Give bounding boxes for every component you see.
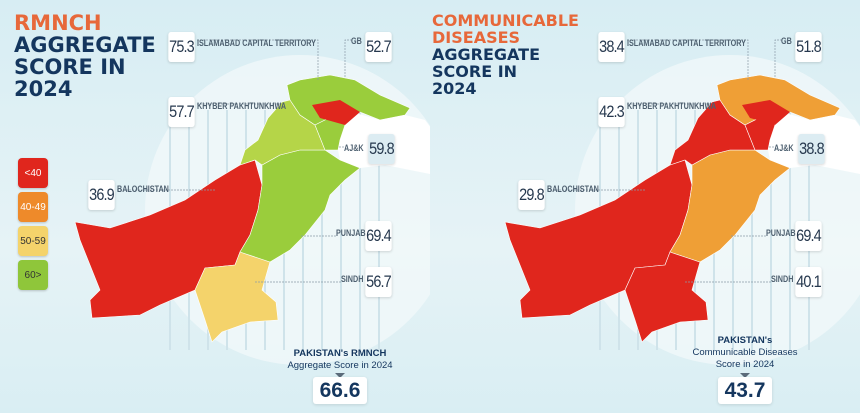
punjab-score: 69.4 bbox=[795, 221, 822, 251]
legend-item: 50-59 bbox=[18, 226, 48, 256]
leader-line bbox=[344, 39, 352, 78]
panel-title: COMMUNICABLE DISEASES AGGREGATE SCORE IN 20… bbox=[432, 11, 579, 98]
kp-score: 57.7 bbox=[168, 97, 195, 127]
legend-item: 40-49 bbox=[18, 192, 48, 222]
balochistan-label: BALOCHISTAN bbox=[117, 184, 169, 194]
title-line: 2024 bbox=[432, 79, 477, 98]
kp-label: KHYBER PAKHTUNKHWA bbox=[627, 101, 717, 111]
ajk-score: 59.8 bbox=[368, 134, 395, 164]
national-score: 66.6 bbox=[313, 377, 367, 404]
title-line: 2024 bbox=[14, 77, 73, 101]
gb-score: 52.7 bbox=[365, 32, 392, 62]
ajk-score: 38.8 bbox=[798, 134, 825, 164]
sindh-label: SINDH bbox=[771, 274, 794, 284]
national-score: 43.7 bbox=[718, 377, 772, 404]
balochistan-label: BALOCHISTAN bbox=[547, 184, 599, 194]
legend-item: 60> bbox=[18, 260, 48, 290]
punjab-score: 69.4 bbox=[365, 221, 392, 251]
region-north-districts bbox=[312, 100, 360, 125]
leader-line bbox=[774, 39, 782, 78]
ajk-label: AJ&K bbox=[774, 143, 794, 153]
islamabad-label: ISLAMABAD CAPITAL TERRITORY bbox=[197, 38, 316, 48]
balochistan-score: 29.8 bbox=[518, 180, 545, 210]
islamabad-label: ISLAMABAD CAPITAL TERRITORY bbox=[627, 38, 746, 48]
balochistan-score: 36.9 bbox=[88, 180, 115, 210]
punjab-label: PUNJAB bbox=[336, 228, 366, 238]
caption-line: Aggregate Score in 2024 bbox=[287, 360, 393, 371]
sindh-score: 56.7 bbox=[365, 267, 392, 297]
region-north-districts bbox=[742, 100, 790, 125]
title-line: AGGREGATE bbox=[432, 45, 541, 64]
caption-line: PAKISTAN's bbox=[717, 335, 773, 346]
punjab-label: PUNJAB bbox=[766, 228, 796, 238]
national-score-caption: PAKISTAN's Communicable Diseases Score in … bbox=[670, 335, 820, 371]
caption-line: Score in 2024 bbox=[715, 359, 775, 370]
communicable-diseases-panel: COMMUNICABLE DISEASES AGGREGATE SCORE IN 20… bbox=[430, 0, 860, 413]
caption-line: PAKISTAN's RMNCH bbox=[293, 348, 387, 359]
caption-line: Communicable Diseases bbox=[692, 347, 798, 358]
ajk-label: AJ&K bbox=[344, 143, 364, 153]
title-accent: COMMUNICABLE DISEASES bbox=[432, 11, 579, 47]
title-accent: RMNCH bbox=[14, 11, 102, 35]
kp-label: KHYBER PAKHTUNKHWA bbox=[197, 101, 287, 111]
islamabad-score: 38.4 bbox=[598, 32, 625, 62]
leader-line bbox=[627, 39, 749, 80]
sindh-score: 40.1 bbox=[795, 267, 822, 297]
pointer-notch bbox=[740, 373, 750, 378]
title-line: SCORE IN bbox=[14, 55, 126, 79]
national-score-caption: PAKISTAN's RMNCH Aggregate Score in 2024 bbox=[265, 348, 415, 372]
legend-item: <40 bbox=[18, 158, 48, 188]
pointer-notch bbox=[335, 373, 345, 378]
title-line: SCORE IN bbox=[432, 62, 518, 81]
islamabad-score: 75.3 bbox=[168, 32, 195, 62]
title-line: AGGREGATE bbox=[14, 33, 156, 57]
panel-title: RMNCH AGGREGATE SCORE IN 2024 bbox=[14, 12, 156, 100]
leader-line bbox=[197, 39, 319, 80]
gb-label: GB bbox=[781, 36, 792, 46]
rmnch-panel: RMNCH AGGREGATE SCORE IN 2024 <40 40-49 50-59 6… bbox=[14, 12, 415, 404]
sindh-label: SINDH bbox=[341, 274, 364, 284]
gb-score: 51.8 bbox=[795, 32, 822, 62]
kp-score: 42.3 bbox=[598, 97, 625, 127]
gb-label: GB bbox=[351, 36, 362, 46]
